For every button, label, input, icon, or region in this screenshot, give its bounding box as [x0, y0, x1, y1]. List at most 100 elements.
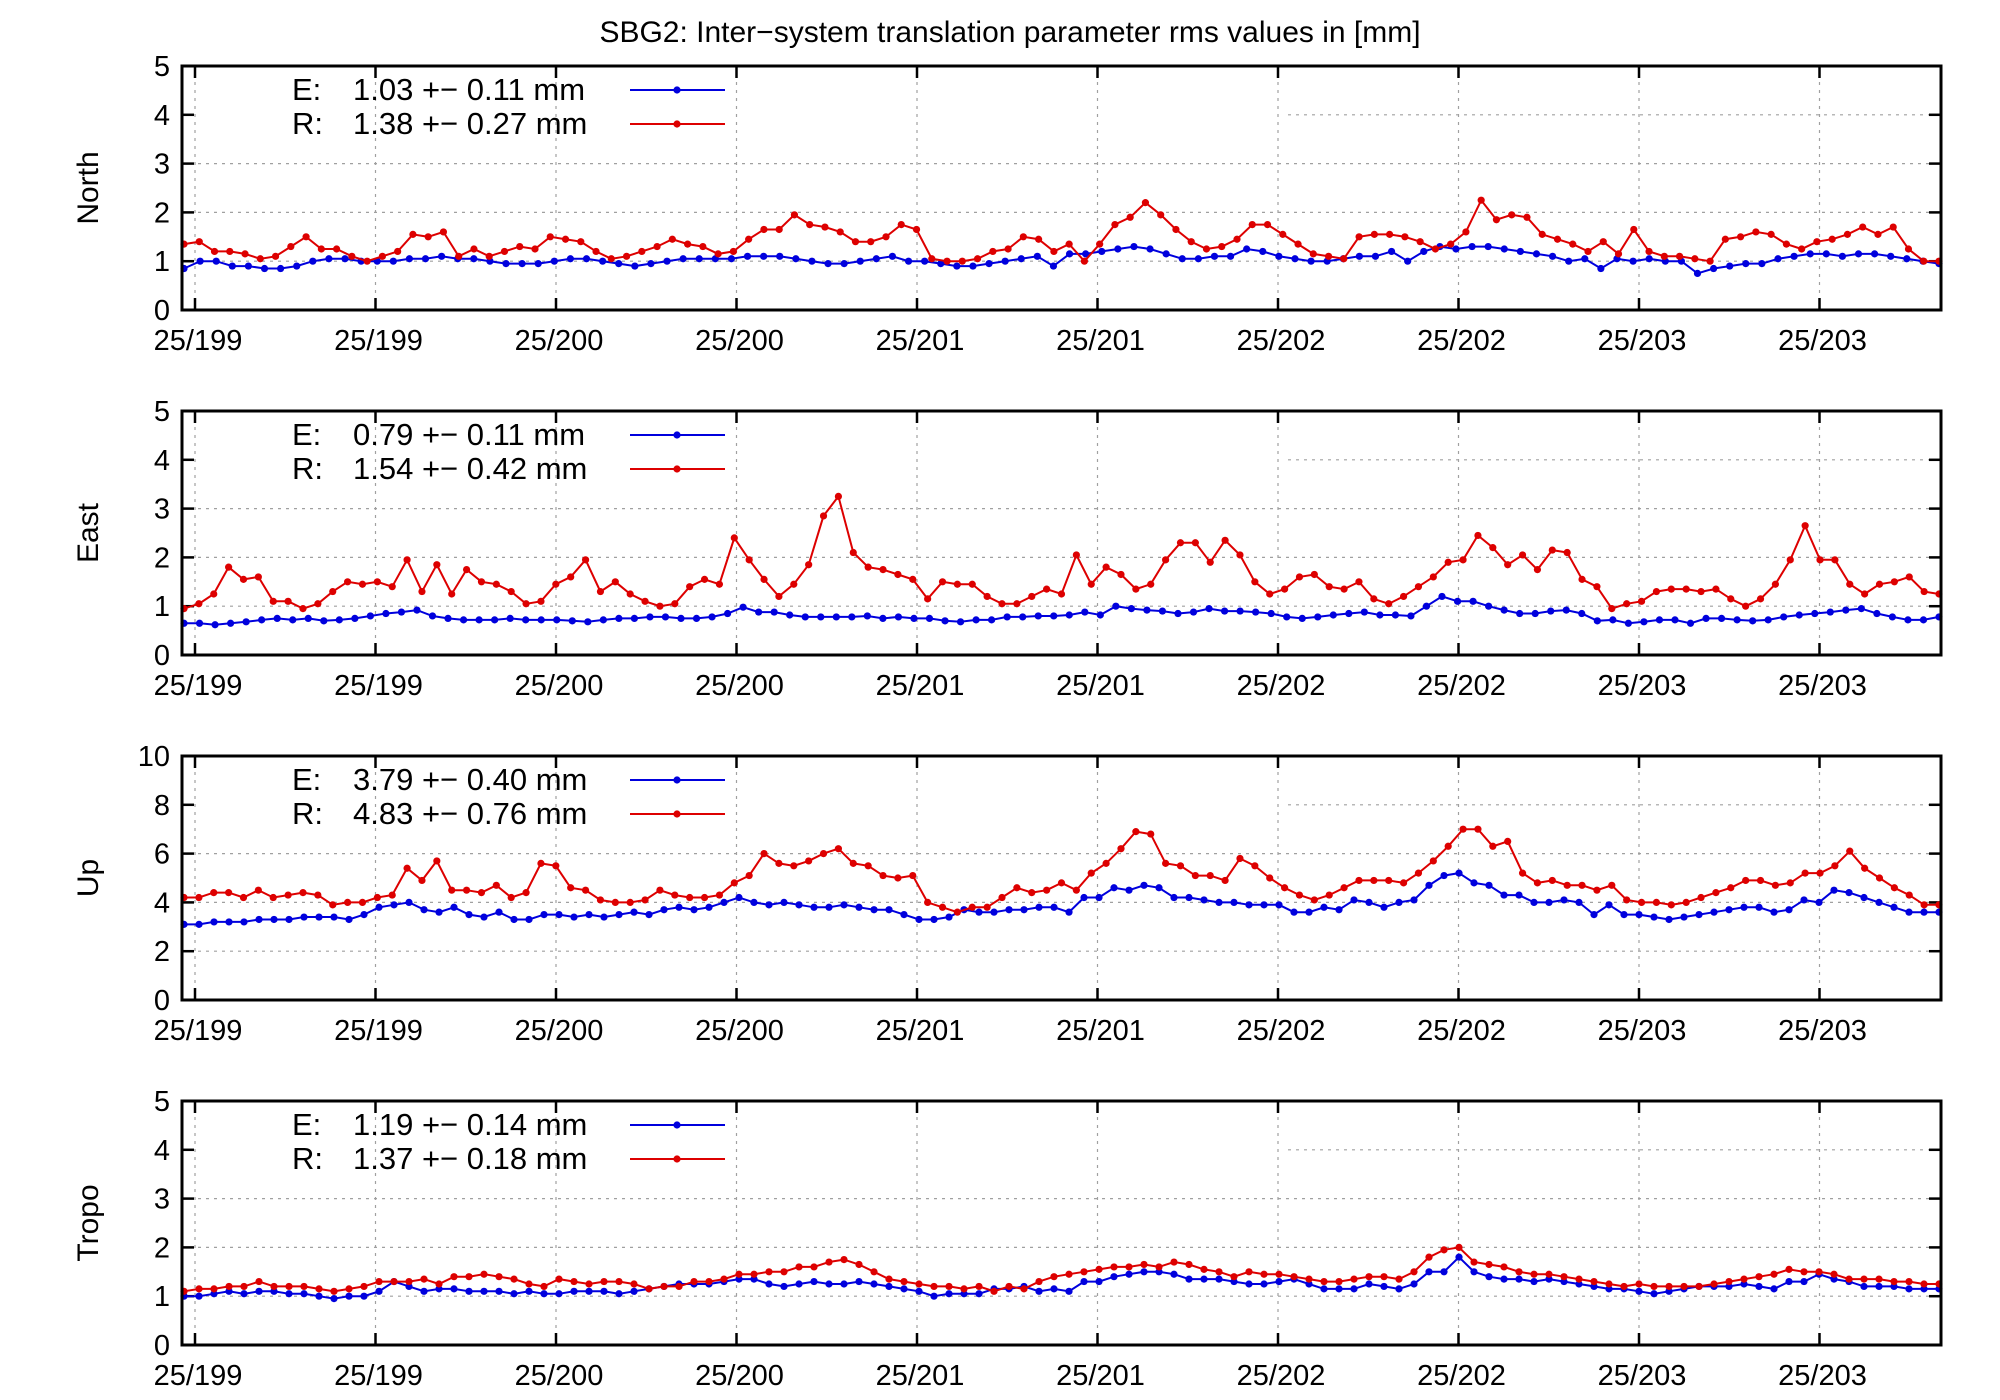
data-point — [941, 617, 949, 625]
data-point — [780, 898, 788, 907]
x-tick-label: 25/200 — [695, 1360, 784, 1392]
data-point — [568, 617, 576, 625]
data-point — [1072, 551, 1080, 559]
data-point — [1590, 911, 1598, 919]
data-point — [1548, 546, 1556, 554]
data-point — [615, 260, 623, 268]
panel-east: 0 1 2 3 4 5 25/199 25/199 25/200 25/200 25/201 25/2… — [72, 396, 1943, 702]
data-point — [1706, 257, 1714, 265]
data-point — [1431, 245, 1439, 253]
data-point — [285, 915, 293, 924]
data-point — [241, 250, 249, 258]
data-point — [780, 1282, 788, 1291]
data-point — [491, 616, 499, 624]
data-point — [968, 580, 976, 588]
data-point — [1162, 250, 1170, 258]
data-point — [760, 252, 768, 260]
data-point — [945, 913, 953, 921]
series-E-up — [180, 869, 1943, 928]
data-point — [675, 1282, 683, 1291]
data-point — [1057, 879, 1066, 887]
data-point — [421, 255, 430, 263]
data-point — [1033, 252, 1041, 260]
panel-north: 0 1 2 3 4 5 25/199 25/199 25/200 25/200 25/201 25/2… — [72, 51, 1943, 357]
data-point — [699, 242, 707, 251]
data-point — [615, 1277, 623, 1286]
data-point — [239, 893, 248, 902]
data-point — [570, 1287, 578, 1295]
x-tick-label: 25/203 — [1778, 1360, 1867, 1392]
data-point — [656, 602, 664, 610]
data-point — [1020, 1285, 1028, 1293]
data-point — [1516, 247, 1524, 256]
y-tick-label: 1 — [154, 246, 170, 278]
data-point — [1215, 1268, 1223, 1276]
data-point — [1709, 264, 1718, 273]
data-point — [690, 906, 698, 914]
data-point — [795, 901, 803, 909]
data-point — [938, 903, 947, 911]
legend-marker — [673, 120, 681, 128]
data-point — [1380, 1273, 1388, 1281]
data-point — [1518, 551, 1527, 559]
data-point — [973, 255, 982, 263]
data-point — [1065, 250, 1074, 258]
data-point — [1410, 1268, 1418, 1276]
data-point — [745, 871, 753, 880]
y-axis-label: Up — [72, 859, 105, 897]
data-point — [1680, 913, 1688, 921]
data-point — [1028, 592, 1036, 601]
data-point — [1065, 908, 1073, 916]
data-point — [904, 257, 913, 265]
data-point — [1786, 879, 1794, 887]
data-point — [630, 908, 638, 916]
data-point — [729, 247, 737, 256]
data-point — [1518, 869, 1527, 877]
data-point — [1399, 879, 1408, 887]
data-point — [1875, 1275, 1883, 1283]
data-point — [1560, 896, 1568, 904]
data-point — [581, 556, 590, 564]
data-point — [1452, 245, 1460, 253]
data-point — [1484, 242, 1492, 251]
data-point — [840, 1280, 848, 1288]
data-point — [317, 245, 325, 253]
data-point — [195, 238, 203, 246]
data-point — [492, 881, 500, 889]
data-point — [808, 257, 816, 265]
data-point — [953, 262, 961, 270]
data-point — [300, 1282, 308, 1291]
data-point — [553, 616, 561, 624]
data-point — [1721, 235, 1729, 243]
data-point — [1112, 602, 1120, 610]
data-point — [300, 913, 308, 921]
data-point — [1680, 1282, 1688, 1291]
data-point — [555, 1290, 563, 1298]
legend-key: R: — [292, 106, 323, 141]
data-point — [435, 1280, 443, 1288]
data-point — [840, 901, 848, 909]
data-point — [795, 1263, 803, 1271]
series-line — [184, 872, 1939, 926]
data-point — [1371, 252, 1380, 260]
data-point — [1620, 1282, 1628, 1291]
data-point — [1671, 616, 1679, 624]
data-point — [1547, 607, 1555, 615]
y-tick-label: 3 — [154, 1184, 170, 1216]
data-point — [1816, 556, 1824, 564]
data-point — [1355, 578, 1363, 586]
data-point — [195, 619, 204, 627]
data-point — [195, 1285, 203, 1293]
data-point — [1221, 536, 1229, 544]
data-point — [770, 608, 778, 616]
data-point — [1875, 874, 1884, 882]
data-point — [1191, 539, 1199, 547]
data-point — [1117, 570, 1125, 579]
data-point — [1243, 245, 1251, 253]
data-point — [1717, 614, 1726, 623]
data-point — [1050, 1273, 1058, 1281]
data-point — [897, 221, 905, 229]
data-point — [622, 252, 631, 260]
data-point — [686, 893, 694, 902]
data-point — [570, 913, 578, 921]
